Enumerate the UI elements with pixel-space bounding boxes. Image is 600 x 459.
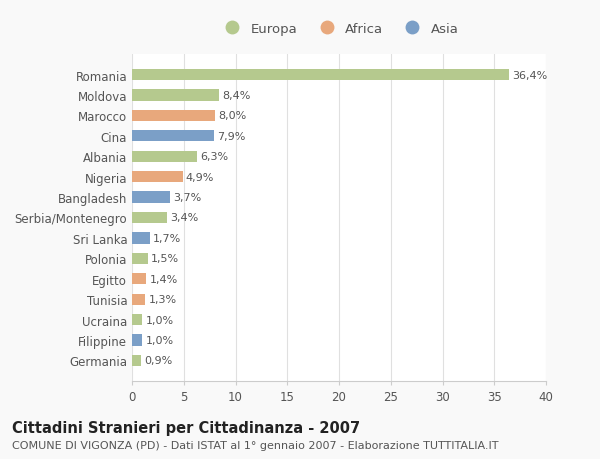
Text: 8,0%: 8,0% (218, 111, 246, 121)
Text: 8,4%: 8,4% (222, 91, 250, 101)
Text: 3,7%: 3,7% (173, 193, 202, 203)
Text: Cittadini Stranieri per Cittadinanza - 2007: Cittadini Stranieri per Cittadinanza - 2… (12, 420, 360, 435)
Bar (132, 192, 170, 203)
Bar (132, 111, 215, 122)
Bar (132, 213, 167, 224)
Bar (132, 274, 146, 285)
Legend: Europa, Africa, Asia: Europa, Africa, Asia (219, 22, 459, 35)
Bar (132, 233, 149, 244)
Text: 1,3%: 1,3% (149, 295, 176, 304)
Text: 6,3%: 6,3% (200, 152, 229, 162)
Text: 1,7%: 1,7% (152, 233, 181, 243)
Text: COMUNE DI VIGONZA (PD) - Dati ISTAT al 1° gennaio 2007 - Elaborazione TUTTITALIA: COMUNE DI VIGONZA (PD) - Dati ISTAT al 1… (12, 440, 499, 450)
Text: 1,5%: 1,5% (151, 254, 179, 264)
Text: 0,9%: 0,9% (145, 356, 173, 365)
Text: 1,0%: 1,0% (145, 335, 173, 345)
Text: 36,4%: 36,4% (512, 71, 547, 80)
Bar (132, 355, 142, 366)
Text: 1,4%: 1,4% (149, 274, 178, 284)
Bar (132, 253, 148, 264)
Bar (132, 151, 197, 162)
Text: 3,4%: 3,4% (170, 213, 199, 223)
Bar (132, 90, 219, 101)
Bar (132, 172, 183, 183)
Text: 7,9%: 7,9% (217, 132, 245, 141)
Text: 1,0%: 1,0% (145, 315, 173, 325)
Bar (132, 335, 142, 346)
Text: 4,9%: 4,9% (186, 172, 214, 182)
Bar (132, 294, 145, 305)
Bar (132, 131, 214, 142)
Bar (132, 70, 509, 81)
Bar (132, 314, 142, 325)
